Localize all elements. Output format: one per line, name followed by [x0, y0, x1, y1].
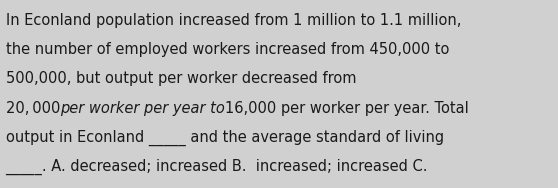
- Text: In Econland population increased from 1 million to 1.1 million,: In Econland population increased from 1 …: [6, 13, 461, 28]
- Text: output in Econland _____ and the average standard of living: output in Econland _____ and the average…: [6, 130, 444, 146]
- Text: 500,000, but output per worker decreased from: 500,000, but output per worker decreased…: [6, 71, 356, 86]
- Text: per worker per year to: per worker per year to: [60, 101, 225, 116]
- Text: the number of employed workers increased from 450,000 to: the number of employed workers increased…: [6, 42, 449, 57]
- Text: 20, 000: 20, 000: [6, 101, 60, 116]
- Text: 16,000 per worker per year. Total: 16,000 per worker per year. Total: [225, 101, 469, 116]
- Text: _____. A. decreased; increased B.  increased; increased C.: _____. A. decreased; increased B. increa…: [6, 159, 428, 175]
